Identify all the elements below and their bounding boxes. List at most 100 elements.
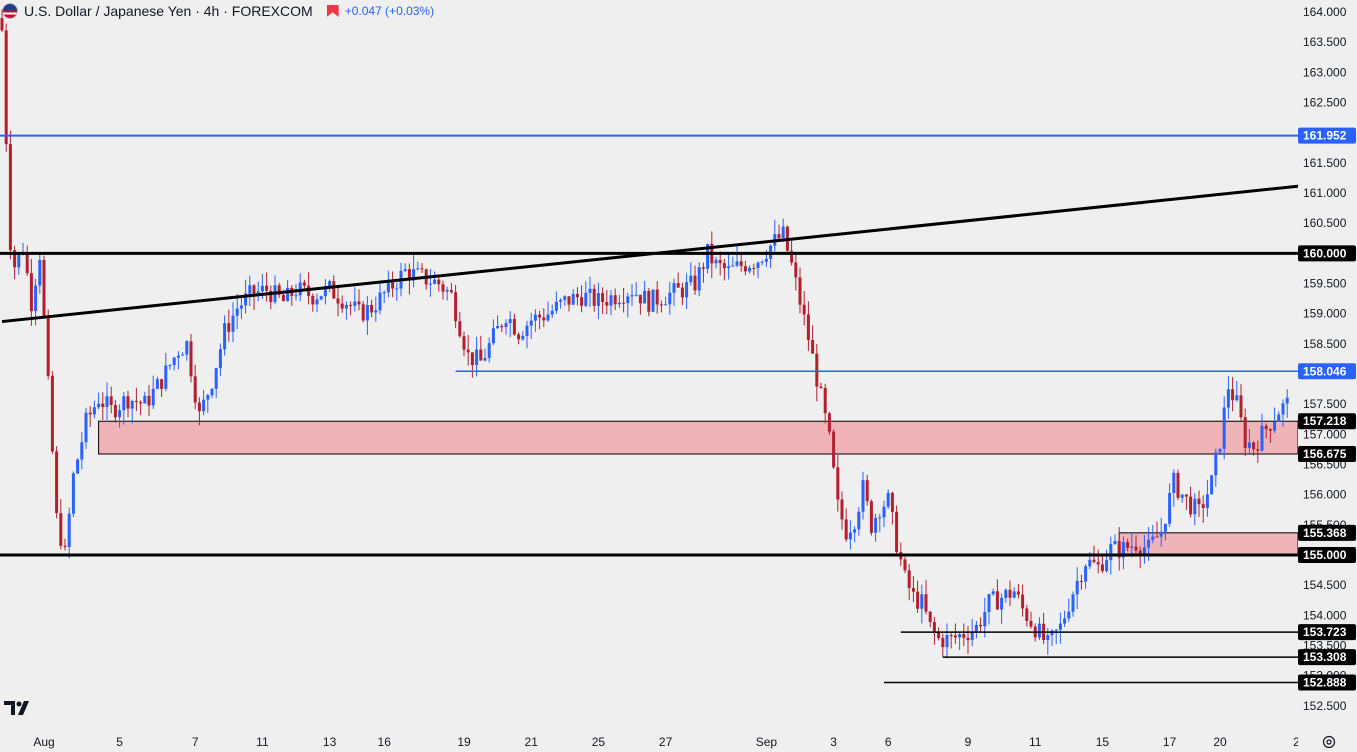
candle[interactable] bbox=[277, 285, 281, 295]
candle[interactable] bbox=[328, 281, 332, 286]
candle[interactable] bbox=[1058, 623, 1062, 630]
gear-icon[interactable] bbox=[1321, 734, 1337, 750]
candle[interactable] bbox=[34, 285, 38, 312]
candle[interactable] bbox=[718, 259, 722, 264]
candle[interactable] bbox=[538, 314, 542, 318]
candle[interactable] bbox=[13, 250, 17, 268]
candle[interactable] bbox=[294, 295, 298, 297]
candle[interactable] bbox=[966, 637, 970, 640]
candle[interactable] bbox=[1021, 594, 1025, 609]
candle[interactable] bbox=[63, 545, 67, 547]
price-tag-157.218[interactable] bbox=[1298, 413, 1356, 430]
candle[interactable] bbox=[412, 269, 416, 281]
candle[interactable] bbox=[1264, 425, 1268, 430]
alert-marker-icon[interactable] bbox=[326, 5, 339, 17]
candle[interactable] bbox=[1201, 504, 1205, 508]
candle[interactable] bbox=[504, 323, 508, 328]
candle[interactable] bbox=[1189, 496, 1193, 515]
candle[interactable] bbox=[88, 412, 92, 415]
price-tag-161.952[interactable] bbox=[1298, 127, 1356, 144]
candle[interactable] bbox=[1016, 591, 1020, 595]
candle[interactable] bbox=[554, 301, 558, 311]
candle[interactable] bbox=[483, 357, 487, 361]
candle[interactable] bbox=[139, 402, 143, 404]
candle[interactable] bbox=[319, 296, 323, 300]
candle[interactable] bbox=[697, 267, 701, 291]
candle[interactable] bbox=[193, 376, 197, 403]
candle[interactable] bbox=[1155, 536, 1159, 538]
candle[interactable] bbox=[764, 258, 768, 262]
candle[interactable] bbox=[260, 285, 264, 292]
candle[interactable] bbox=[59, 513, 63, 546]
candle[interactable] bbox=[823, 387, 827, 414]
candle[interactable] bbox=[1113, 541, 1117, 545]
candle[interactable] bbox=[231, 315, 235, 332]
candle[interactable] bbox=[210, 388, 214, 396]
candle[interactable] bbox=[197, 402, 201, 412]
candle[interactable] bbox=[613, 295, 617, 305]
candle[interactable] bbox=[50, 375, 54, 452]
candle[interactable] bbox=[630, 295, 634, 297]
candle[interactable] bbox=[0, 18, 4, 31]
candle[interactable] bbox=[1063, 618, 1067, 624]
candle[interactable] bbox=[693, 275, 697, 291]
candle[interactable] bbox=[105, 396, 109, 408]
candle[interactable] bbox=[168, 365, 172, 367]
candle[interactable] bbox=[315, 299, 319, 305]
candle[interactable] bbox=[752, 267, 756, 269]
candle[interactable] bbox=[546, 314, 550, 321]
candle[interactable] bbox=[332, 281, 336, 299]
candle[interactable] bbox=[521, 335, 525, 340]
candle[interactable] bbox=[1096, 562, 1100, 565]
candle[interactable] bbox=[365, 304, 369, 321]
price-tag-152.888[interactable] bbox=[1298, 674, 1356, 691]
candle[interactable] bbox=[869, 501, 873, 533]
candle[interactable] bbox=[462, 336, 466, 350]
candle[interactable] bbox=[382, 292, 386, 294]
candle[interactable] bbox=[25, 252, 29, 274]
candle[interactable] bbox=[71, 473, 75, 514]
candle[interactable] bbox=[722, 263, 726, 269]
candle[interactable] bbox=[756, 262, 760, 268]
candle[interactable] bbox=[949, 635, 953, 637]
candle[interactable] bbox=[1075, 580, 1079, 595]
candle[interactable] bbox=[164, 365, 168, 389]
candle[interactable] bbox=[517, 334, 521, 340]
candle[interactable] bbox=[374, 310, 378, 313]
candle[interactable] bbox=[941, 638, 945, 648]
price-tag-153.723[interactable] bbox=[1298, 624, 1356, 641]
candle[interactable] bbox=[832, 431, 836, 468]
candle[interactable] bbox=[1231, 389, 1235, 401]
candle[interactable] bbox=[626, 296, 630, 304]
candle[interactable] bbox=[155, 379, 159, 389]
candle[interactable] bbox=[134, 400, 138, 403]
candle[interactable] bbox=[958, 634, 962, 638]
candle[interactable] bbox=[987, 594, 991, 612]
candle[interactable] bbox=[160, 379, 164, 389]
candle[interactable] bbox=[550, 310, 554, 315]
candle[interactable] bbox=[974, 624, 978, 632]
candle[interactable] bbox=[819, 386, 823, 388]
candle[interactable] bbox=[676, 283, 680, 288]
candle[interactable] bbox=[672, 283, 676, 293]
candle[interactable] bbox=[945, 635, 949, 648]
candle[interactable] bbox=[781, 226, 785, 239]
candle[interactable] bbox=[1176, 472, 1180, 498]
candle[interactable] bbox=[323, 285, 327, 297]
candle[interactable] bbox=[1105, 560, 1109, 572]
support-zone-0[interactable] bbox=[98, 420, 1298, 455]
candle[interactable] bbox=[252, 285, 256, 296]
candle[interactable] bbox=[743, 266, 747, 272]
candle[interactable] bbox=[907, 570, 911, 589]
candle[interactable] bbox=[118, 410, 122, 418]
candle[interactable] bbox=[29, 273, 33, 312]
candle[interactable] bbox=[1008, 589, 1012, 598]
candle[interactable] bbox=[1256, 449, 1260, 451]
candle[interactable] bbox=[903, 559, 907, 571]
candle[interactable] bbox=[895, 511, 899, 553]
candle[interactable] bbox=[622, 302, 626, 304]
candle[interactable] bbox=[563, 296, 567, 300]
candle[interactable] bbox=[202, 399, 206, 412]
candle[interactable] bbox=[1252, 442, 1256, 450]
candle[interactable] bbox=[920, 594, 924, 609]
